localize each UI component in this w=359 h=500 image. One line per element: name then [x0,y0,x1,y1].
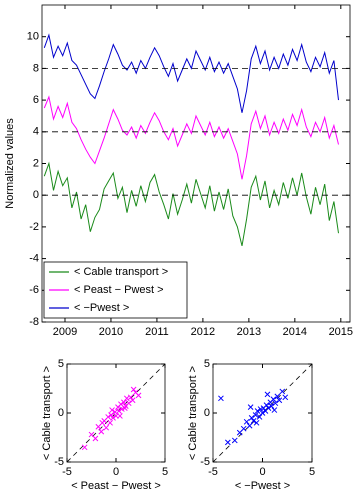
scatter-point [250,417,257,424]
y-tick-label: -2 [29,221,39,233]
scatter-point [117,413,123,419]
scatter-point [127,394,134,401]
x-tick-label: 5 [162,466,168,478]
x-tick-label: 5 [309,466,315,478]
scatter-point [107,419,113,426]
scatter-point [109,407,115,413]
scatter-point [271,407,278,413]
y-tick-label: -5 [54,456,64,468]
x-tick-label: -5 [208,466,218,478]
y-tick-label: 2 [33,157,39,169]
x-tick-label: 0 [259,466,265,478]
plot-area [43,33,339,247]
scatter-point [125,400,132,407]
y-tick-label: -5 [200,456,210,468]
y-tick-label: -4 [29,253,39,265]
scatter-point [135,392,142,399]
scatter-point [99,419,106,426]
x-tick-label: 2015 [329,326,353,338]
scatter-point [218,395,224,402]
y-axis-label: < Cable transport > [41,366,53,460]
scatter-point [270,396,277,403]
legend-label: < −Pwest > [74,302,129,314]
scatter-point [247,404,254,410]
scatter-point [268,403,275,409]
axes-frame [66,363,166,463]
y-tick-label: -8 [29,316,39,328]
scatter-point [105,414,112,420]
scatter-point [246,422,253,429]
scatter-point [110,415,116,421]
series-line [43,95,339,180]
y-tick-label: 5 [58,358,64,370]
y-tick-label: 5 [204,358,210,370]
scatter-point [274,393,281,400]
scatter-point [259,410,266,416]
scatter-point [253,419,260,426]
y-tick-label: 0 [33,189,39,201]
y-tick-label: 0 [58,407,64,419]
plot-area [67,364,165,462]
y-tick-label: 4 [33,126,39,138]
scatter-point [256,414,263,420]
scatter-point [254,408,261,414]
axes-frame [212,363,313,463]
scatter-point [121,405,128,411]
scatter-point [282,394,289,401]
x-tick-label: 2010 [99,326,123,338]
scatter-point [129,397,136,404]
scatter-point [108,412,114,418]
scatter-point [81,444,88,451]
scatter-point [224,439,231,446]
scatter-point [279,388,286,395]
series-line [43,161,339,247]
x-tick-label: 2009 [53,326,77,338]
y-tick-label: 0 [204,407,210,419]
legend-label: < Peast − Pwest > [74,284,164,296]
series-line [43,33,339,113]
scatter-point [272,400,279,407]
scatter-point [120,399,127,406]
y-tick-label: 10 [27,31,39,43]
x-tick-label: -5 [62,466,72,478]
scatter-point [243,418,250,425]
scatter-point [264,391,271,398]
scatter-point [130,386,137,393]
scatter-point [240,425,247,432]
scatter-point [231,437,238,444]
y-tick-label: -6 [29,284,39,296]
y-axis-label: Normalized values [4,118,16,209]
legend-label: < Cable transport > [74,266,168,278]
x-axis-label: < Peast − Pwest > [71,480,161,492]
y-tick-label: 8 [33,62,39,74]
x-tick-label: 2013 [237,326,261,338]
scatter-point [103,424,110,431]
x-axis-label: < −Pwest > [235,480,290,492]
scatter-point [263,402,270,409]
scatter-point [265,405,272,411]
scatter-point [252,412,259,418]
plot-area [213,364,312,462]
scatter-point [276,397,283,404]
x-tick-label: 2014 [283,326,307,338]
y-axis-label: < Cable transport > [187,366,199,460]
scatter-point [116,408,122,414]
x-tick-label: 0 [113,466,119,478]
scatter-point [248,415,255,421]
scatter-point [98,428,105,435]
y-tick-label: 6 [33,94,39,106]
x-tick-label: 2012 [191,326,215,338]
axes-frame [41,4,351,323]
scatter-point [92,435,99,442]
x-tick-label: 2011 [145,326,169,338]
